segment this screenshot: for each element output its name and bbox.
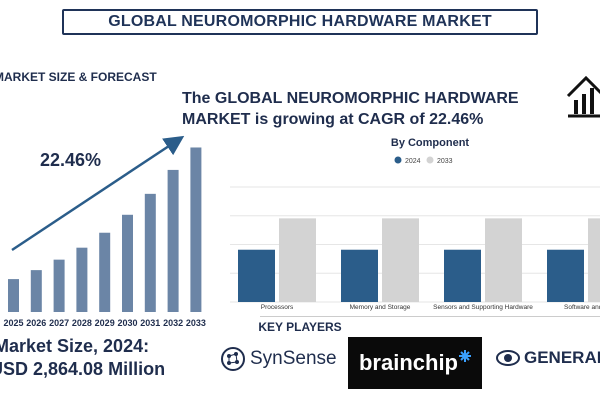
growth-tick-label: 2026 (26, 318, 46, 328)
brainchip-logo: brainchip (348, 337, 482, 389)
component-bar (485, 218, 522, 302)
synsense-logo: SynSense (220, 346, 337, 372)
brainchip-logo-icon (459, 350, 471, 362)
house-chart-icon (566, 75, 600, 118)
growth-tick-label: 2027 (49, 318, 69, 328)
component-chart: By Component 2024 2033 Processors Memory and… (230, 137, 600, 311)
component-bar (279, 218, 316, 302)
growth-bar (76, 247, 88, 312)
growth-bar (8, 279, 19, 312)
component-bar (547, 249, 584, 302)
key-players-divider (260, 316, 600, 317)
title-banner: GLOBAL NEUROMORPHIC HARDWARE MARKET (62, 9, 538, 35)
synsense-logo-icon (221, 347, 245, 371)
growth-bar (144, 193, 156, 312)
component-bar (238, 249, 275, 302)
growth-arrow (11, 135, 185, 252)
component-bar (382, 218, 419, 302)
legend-label: 2024 (405, 158, 421, 165)
growth-tick-label: 2032 (163, 318, 183, 328)
component-tick-label: Memory and Storage (350, 304, 411, 311)
cagr-annotation: 22.46% (40, 150, 101, 170)
general-vision-logo-icon (496, 350, 520, 366)
growth-tick-label: 2025 (3, 318, 23, 328)
growth-tick-label: 2031 (140, 318, 160, 328)
legend-marker (394, 156, 402, 164)
growth-tick-label: 2030 (117, 318, 137, 328)
growth-tick-label: 2028 (72, 318, 92, 328)
component-chart-title: By Component (391, 137, 470, 149)
component-bar (588, 218, 600, 302)
general-vision-logo-text: GENERAL V (524, 348, 600, 367)
component-bar (341, 249, 378, 302)
growth-bar (99, 232, 111, 312)
growth-bar (53, 259, 65, 312)
market-size-label: Market Size, 2024: (0, 336, 150, 356)
growth-bar (122, 214, 133, 312)
growth-bar (30, 270, 42, 312)
general-vision-logo: GENERAL V (496, 346, 600, 370)
growth-bar (190, 147, 202, 312)
cagr-headline: The GLOBAL NEUROMORPHIC HARDWARE MARKET … (182, 90, 519, 128)
component-bar (444, 249, 481, 302)
growth-bar (167, 169, 179, 312)
page-title: GLOBAL NEUROMORPHIC HARDWARE MARKET (108, 13, 492, 30)
market-size-panel: MARKET SIZE & FORECAST 2025 2026 2027 2028 2… (0, 40, 215, 400)
component-tick-label: Sensors and Supporting Hardware (433, 304, 533, 311)
market-size-value: USD 2,864.08 Million (0, 359, 166, 379)
key-players-title: KEY PLAYERS (258, 320, 342, 334)
legend-marker (426, 156, 434, 164)
component-tick-label: Processors (261, 304, 294, 311)
legend-label: 2033 (437, 158, 453, 165)
growth-tick-label: 2029 (95, 318, 115, 328)
component-tick-label: Software and T (564, 304, 600, 311)
growth-tick-label: 2033 (186, 318, 206, 328)
synsense-logo-text: SynSense (250, 348, 337, 369)
market-size-heading: MARKET SIZE & FORECAST (0, 70, 157, 84)
growth-chart: 2025 2026 2027 2028 2029 2030 2031 2032 2033 22.4… (3, 135, 206, 328)
brainchip-logo-text: brainchip (358, 350, 458, 375)
